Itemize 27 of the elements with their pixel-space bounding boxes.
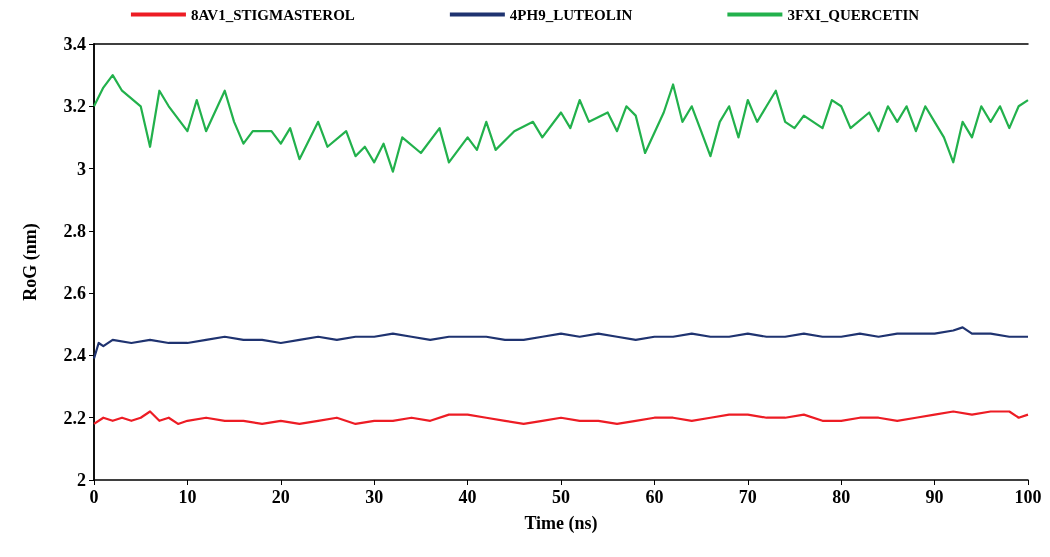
legend-label: 3FXI_QUERCETIN (787, 6, 920, 23)
y-tick-label: 2.8 (63, 220, 86, 241)
y-tick-label: 2 (77, 470, 86, 490)
x-axis-title: Time (ns) (524, 513, 598, 534)
line-series (92, 410, 1030, 426)
x-tick-label: 100 (1014, 487, 1042, 507)
y-tick-label: 3.4 (63, 34, 86, 54)
x-tick-label: 60 (645, 487, 664, 507)
legend-label: 4PH9_LUTEOLIN (509, 6, 633, 23)
x-tick-label: 10 (178, 487, 197, 507)
y-tick-label: 3 (77, 158, 86, 179)
x-tick-label: 30 (365, 487, 384, 507)
y-tick-label: 2.4 (63, 345, 86, 366)
line-series (92, 326, 1030, 360)
x-tick-label: 0 (89, 487, 99, 507)
legend-label: 8AV1_STIGMASTEROL (190, 6, 355, 23)
x-tick-label: 40 (458, 487, 477, 507)
y-axis-title: RoG (nm) (20, 223, 41, 301)
y-tick-label: 2.2 (63, 407, 86, 428)
x-tick-label: 90 (925, 487, 944, 507)
x-tick-label: 50 (552, 487, 570, 507)
y-tick-label: 2.6 (63, 283, 86, 304)
x-tick-label: 20 (271, 487, 290, 507)
x-tick-label: 80 (832, 487, 851, 507)
y-tick-label: 3.2 (63, 96, 86, 117)
x-tick-label: 70 (738, 487, 757, 507)
line-series (92, 74, 1030, 173)
